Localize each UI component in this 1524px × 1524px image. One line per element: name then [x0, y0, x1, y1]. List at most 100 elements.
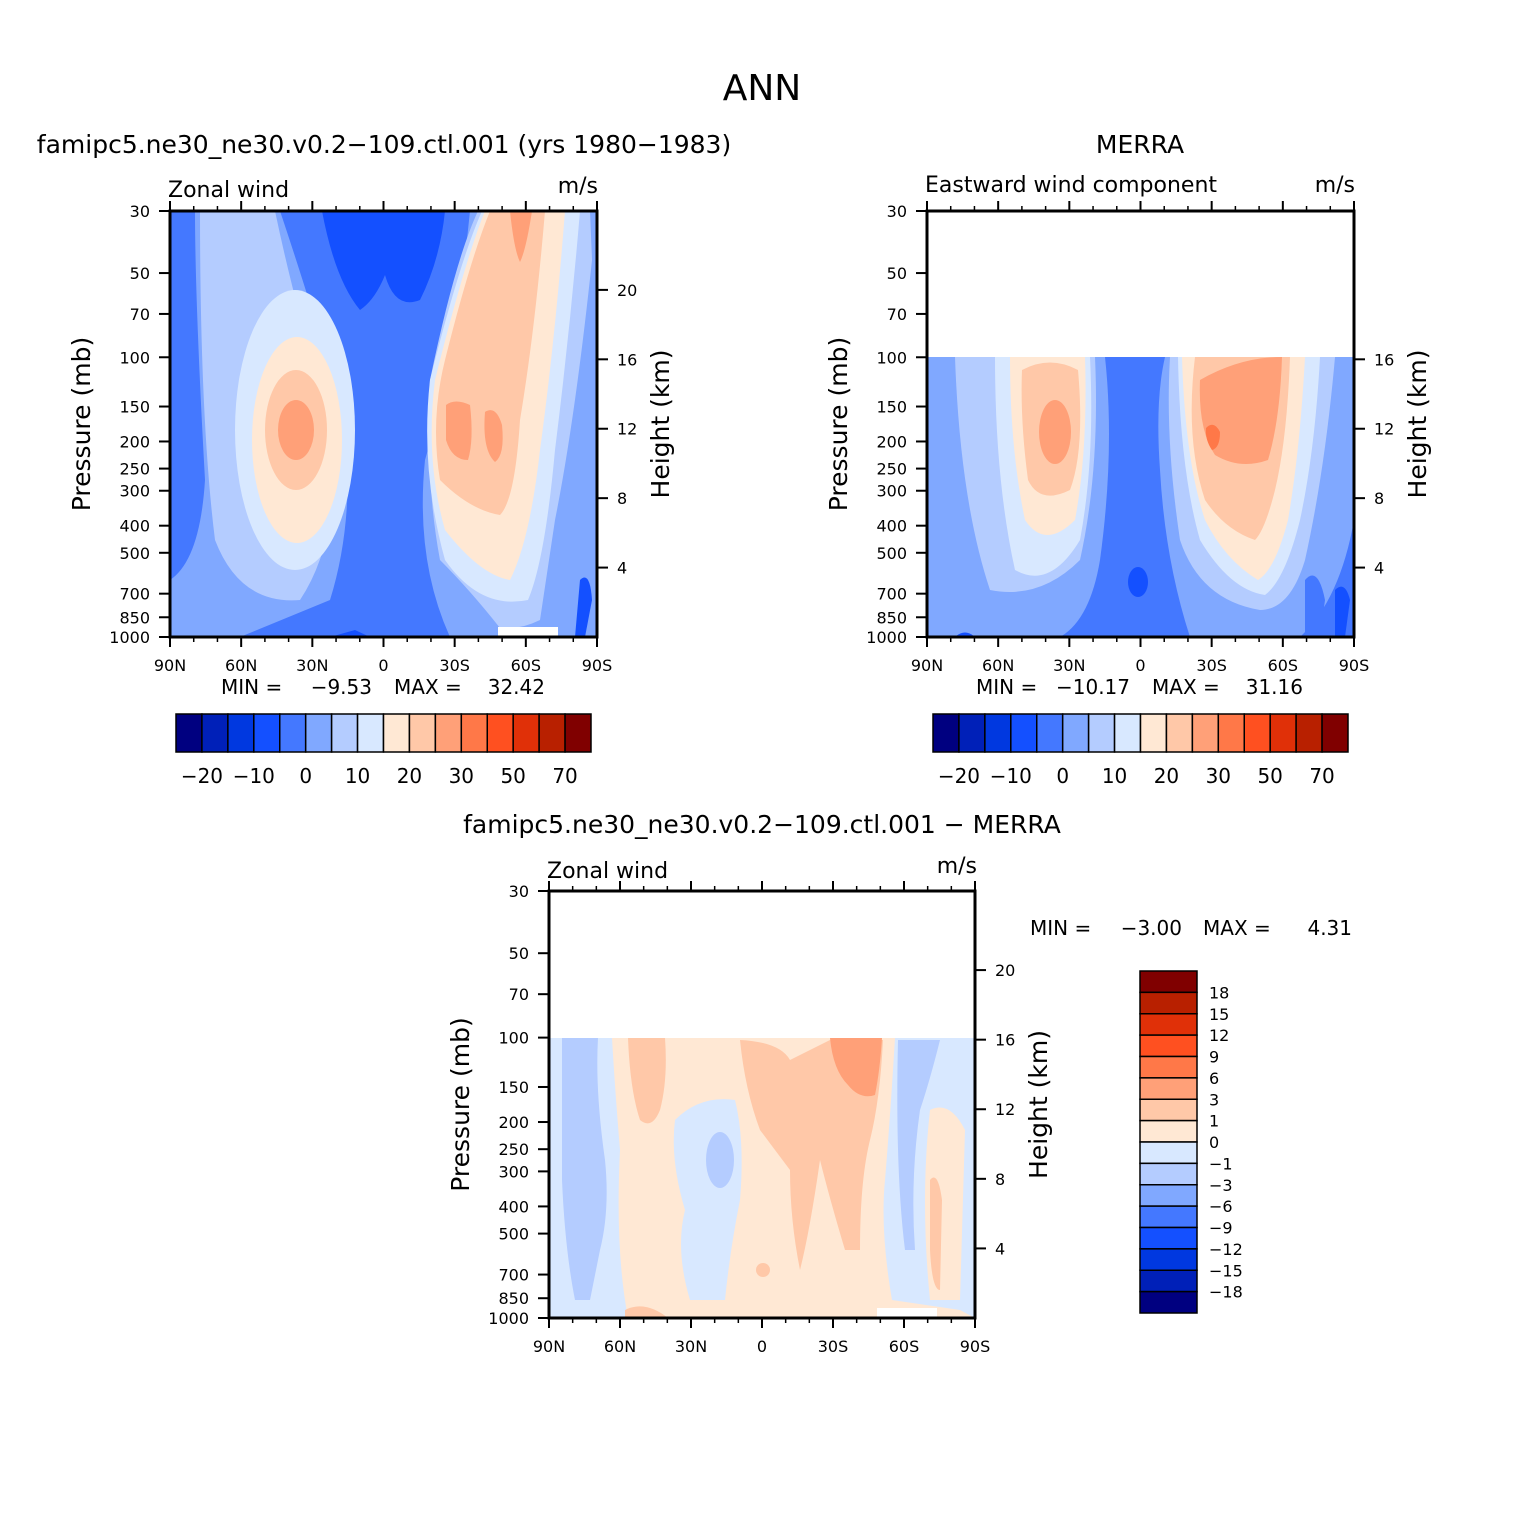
contour-band	[1199, 357, 1282, 464]
contour-band	[562, 1038, 607, 1300]
contour-band	[897, 1040, 940, 1250]
colorbar-box	[932, 713, 960, 753]
colorbar-box	[1139, 1269, 1198, 1293]
y-tick-label: 50	[887, 264, 907, 283]
y2-tick-label: 16	[1374, 350, 1394, 369]
x-tick-label: 60N	[225, 656, 257, 675]
variable-label: Eastward wind component	[925, 173, 1217, 198]
y-tick-label: 70	[130, 305, 150, 324]
y-tick-label: 500	[876, 544, 907, 563]
colorbar-box	[1243, 713, 1271, 753]
stats-line: MIN = −3.00 MAX = 4.31	[1030, 916, 1352, 940]
y-tick-label: 1000	[488, 1309, 529, 1328]
y2-tick-label: 4	[995, 1239, 1005, 1258]
colorbar-box	[486, 713, 514, 753]
colorbar-box	[1113, 713, 1142, 753]
colorbar-box	[564, 713, 592, 753]
colorbar-box	[538, 713, 566, 753]
y-tick-label: 850	[876, 608, 907, 627]
y-tick-label: 200	[876, 432, 907, 451]
colorbar-box	[408, 713, 437, 753]
min-label: MIN =	[976, 675, 1037, 699]
y-tick-label: 500	[119, 544, 150, 563]
y-tick-label: 250	[498, 1140, 529, 1159]
colorbar: −20 −10 0 10 20 30 50 70	[932, 713, 1349, 788]
colorbar-box	[201, 713, 229, 753]
colorbar-label: −10	[990, 764, 1032, 788]
panel-model: famipc5.ne30_ne30.v0.2−109.ctl.001 (yrs …	[37, 130, 731, 788]
colorbar-label: 50	[500, 764, 525, 788]
x-tick-label: 90S	[960, 1337, 991, 1356]
colorbar-box	[1139, 970, 1198, 994]
contour-band	[322, 211, 445, 310]
axes: 90N 60N 30N 0 30S 60S 90S 30 50 70 100 150 200 250 300…	[67, 201, 675, 675]
colorbar-label: 50	[1257, 764, 1282, 788]
colorbar-box	[1139, 1077, 1198, 1100]
y-tick-label: 30	[509, 882, 529, 901]
colorbar-label: 1	[1209, 1112, 1219, 1131]
y-tick-label: 500	[498, 1225, 529, 1244]
colorbar-label: −1	[1209, 1154, 1233, 1173]
colorbar-box	[1139, 1098, 1198, 1122]
colorbar-box	[1139, 1141, 1198, 1165]
colorbar-box	[1269, 713, 1297, 753]
colorbar-vertical: 18 15 12 9 6 3 1 0 −1 −3 −6 −9 −12 −15 −18	[1139, 970, 1243, 1314]
colorbar-label: −20	[181, 764, 223, 788]
colorbar-box	[1139, 1248, 1198, 1271]
x-tick-label: 30S	[818, 1337, 849, 1356]
colorbar-box	[1191, 713, 1220, 753]
colorbar-label: 9	[1209, 1048, 1219, 1067]
x-tick-label: 60S	[1268, 656, 1299, 675]
x-tick-label: 60N	[982, 656, 1014, 675]
y-tick-label: 70	[887, 305, 907, 324]
y2-tick-label: 4	[617, 559, 627, 578]
contour-band	[484, 410, 503, 462]
y-tick-label: 50	[509, 944, 529, 963]
panel-title: famipc5.ne30_ne30.v0.2−109.ctl.001 (yrs …	[37, 130, 731, 159]
y-tick-label: 400	[119, 517, 150, 536]
colorbar-label: −20	[938, 764, 980, 788]
y2-tick-label: 12	[617, 420, 637, 439]
y-tick-label: 100	[498, 1029, 529, 1048]
contour-band	[706, 1132, 734, 1188]
colorbar-label: 10	[1102, 764, 1127, 788]
colorbar-box	[227, 713, 255, 753]
colorbar-box	[382, 713, 411, 753]
y-tick-label: 400	[876, 517, 907, 536]
contour-field	[170, 211, 597, 637]
max-value: 31.16	[1246, 675, 1303, 699]
y-tick-label: 400	[498, 1197, 529, 1216]
y-tick-label: 850	[498, 1289, 529, 1308]
x-tick-label: 90S	[582, 656, 613, 675]
y-tick-label: 200	[119, 432, 150, 451]
colorbar-box	[1139, 1205, 1198, 1229]
y2-tick-label: 20	[617, 281, 637, 300]
colorbar-box	[1139, 1162, 1198, 1186]
x-tick-label: 30S	[1196, 656, 1227, 675]
colorbar-label: −6	[1209, 1197, 1233, 1216]
colorbar-box	[1139, 1119, 1198, 1143]
contour-band	[930, 1177, 942, 1290]
colorbar-box	[1321, 713, 1349, 753]
colorbar-label: 15	[1209, 1005, 1229, 1024]
y2-tick-label: 8	[1374, 489, 1384, 508]
colorbar-box	[1139, 1034, 1198, 1058]
colorbar-label: −18	[1209, 1283, 1243, 1302]
x-tick-label: 60S	[511, 656, 542, 675]
colorbar-label: 70	[1309, 764, 1334, 788]
y-tick-label: 1000	[109, 628, 150, 647]
y-tick-label: 700	[876, 585, 907, 604]
y-tick-label: 300	[876, 482, 907, 501]
y2-axis-label: Height (km)	[1024, 1030, 1053, 1179]
colorbar-label: 12	[1209, 1026, 1229, 1045]
contour-band	[446, 401, 472, 460]
y-tick-label: 150	[876, 398, 907, 417]
min-label: MIN =	[1030, 916, 1091, 940]
colorbar-label: 70	[552, 764, 577, 788]
contour-band	[628, 1038, 666, 1124]
colorbar-label: 3	[1209, 1090, 1219, 1109]
colorbar-box	[1139, 713, 1168, 753]
y2-tick-label: 16	[617, 350, 637, 369]
contour-band	[625, 1306, 668, 1318]
